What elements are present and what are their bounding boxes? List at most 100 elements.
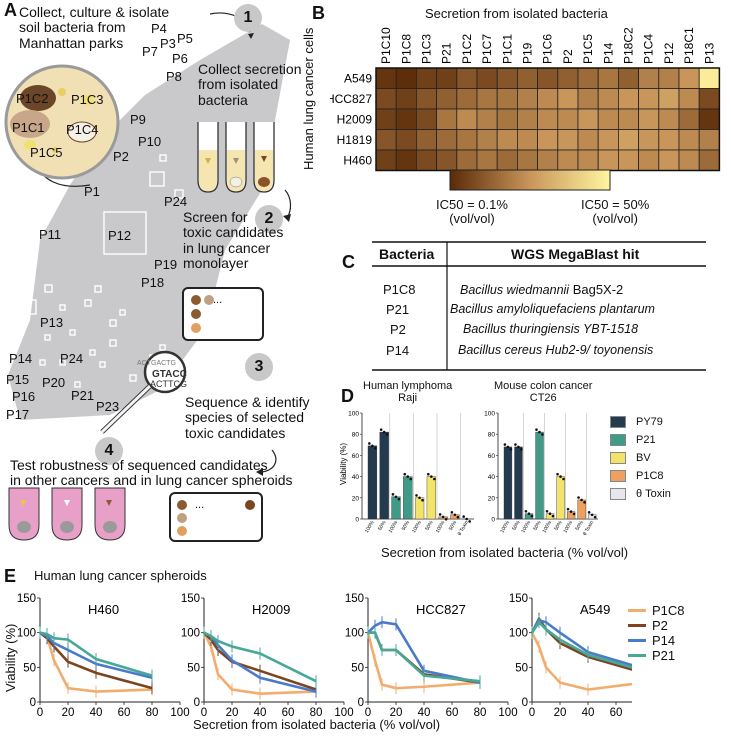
line-y-tick-label: 100: [181, 628, 200, 640]
bar-point: [391, 493, 395, 496]
bar-point: [509, 448, 513, 451]
bar-point: [559, 475, 562, 478]
bar-point: [406, 475, 410, 478]
heatmap-col-label: P12: [662, 42, 676, 64]
heatmap-cell: [516, 67, 538, 89]
map-label: P8: [166, 69, 182, 84]
bar-point: [535, 428, 538, 431]
line-y-tick-label: 0: [194, 697, 200, 709]
bar: [514, 446, 523, 520]
line-series-p2: [530, 616, 632, 671]
bar-category-label: 100%: [563, 520, 575, 535]
manhattan-map: [8, 24, 290, 420]
legend-label: BV: [636, 452, 651, 464]
heatmap-cell: [557, 129, 579, 151]
heatmap-cell: [658, 88, 680, 110]
bar-point: [465, 517, 468, 521]
panel-a-letter: A: [4, 0, 17, 20]
dish-label: P1C1: [12, 120, 45, 135]
line-x-tick-label: 40: [254, 707, 267, 719]
line-series-p14: [530, 618, 632, 667]
bar-tick-label: 40: [488, 474, 496, 481]
line-chart-title: H2009: [252, 602, 290, 617]
heatmap-cell: [496, 129, 518, 151]
legend-label: PY79: [636, 416, 663, 428]
line-x-tick-label: 0: [201, 707, 207, 719]
map-label: P24: [164, 194, 188, 209]
heatmap-row-label: H460: [343, 153, 372, 167]
heatmap-row-label: HCC827: [330, 92, 372, 106]
map-label: P16: [12, 389, 36, 404]
bar-point: [577, 496, 580, 499]
heatmap-cell: [395, 108, 417, 130]
heatmap-cell: [698, 108, 720, 130]
line-series-p1c8: [366, 632, 481, 690]
bar-category-label: 100%: [520, 520, 532, 535]
legend-line: [628, 654, 646, 657]
bar-point: [430, 475, 433, 478]
bar-point: [524, 510, 528, 513]
bar-point: [527, 512, 531, 515]
heatmap-cell: [698, 149, 720, 171]
heatmap-cell: [456, 67, 478, 89]
colony-p1c1: [10, 110, 50, 138]
bar-point: [397, 497, 401, 501]
legend-label: P1C8: [636, 470, 664, 482]
colony-p1c4: [67, 121, 97, 143]
bar-category-label: 50%: [424, 520, 434, 532]
map-label: P14: [9, 351, 33, 366]
line-x-tick-label: 100: [170, 707, 189, 719]
legend-swatch: [610, 470, 626, 482]
map-label: P6: [172, 51, 188, 66]
legend-label: P21: [652, 648, 676, 663]
wgs-header-bacteria: Bacteria: [379, 246, 435, 262]
bar-point: [583, 501, 586, 504]
line-series-p21: [203, 631, 317, 683]
heatmap-cell: [476, 67, 498, 89]
heatmap-row-label: H2009: [337, 112, 373, 126]
map-label: P13: [40, 315, 64, 330]
heatmap-cell: [597, 149, 619, 171]
heatmap-cell: [638, 88, 660, 110]
map-label: P2: [113, 149, 129, 164]
panel-a-illustration: [4, 12, 292, 542]
bar-category-label: 100%: [411, 520, 423, 535]
heatmap-col-label: P1C4: [642, 34, 656, 64]
bar-point: [433, 477, 436, 481]
heatmap-cell: [617, 129, 639, 151]
heatmap-cell: [577, 108, 599, 130]
heatmap-cell: [678, 108, 700, 130]
heatmap-col-label: P2: [561, 49, 575, 64]
bar-tick-label: 40: [352, 474, 360, 481]
text-screen: Screen for toxic candidates in lung canc…: [183, 209, 284, 272]
line-series-p2: [39, 631, 153, 690]
heatmap-cell: [476, 108, 498, 130]
bar-tick-label: 20: [488, 495, 496, 502]
line-legend-item: P21: [628, 648, 685, 663]
bar: [503, 446, 513, 520]
heatmap-cell: [456, 149, 478, 171]
line-x-tick-label: 80: [310, 707, 323, 719]
heatmap-ylabel: Human lung cancer cells: [301, 27, 316, 170]
heatmap-col-label: P1C2: [460, 34, 474, 64]
heatmap-cell: [496, 88, 518, 110]
line-y-tick-label: 0: [522, 697, 528, 709]
bar-point: [438, 513, 442, 516]
bar-point: [538, 430, 541, 434]
dish-label: P1C2: [16, 91, 49, 106]
bar-tick-label: 60: [352, 453, 360, 460]
screening-plate: [182, 287, 264, 341]
step-1: 1: [234, 4, 262, 32]
heatmap-cell: [476, 149, 498, 171]
wgs-bacteria: P14: [386, 343, 410, 358]
bar-point: [462, 515, 465, 518]
dna-text: GTACC: [152, 369, 187, 380]
bar-xlabel: Secretion from isolated bacteria (% vol/…: [381, 545, 629, 560]
heatmap-cell: [476, 129, 498, 151]
heatmap-cell: [537, 129, 559, 151]
text-sequence: Sequence & identify species of selected …: [185, 394, 310, 441]
bar-point: [530, 514, 534, 518]
heatmap: P1C10 P1C8 P1C3 P21 P1C2 P1C7 P1C1 P19 P1C6 P2 P1C…: [330, 27, 721, 191]
map-label: P20: [42, 375, 66, 390]
bar-category-label: 50%: [377, 520, 387, 532]
